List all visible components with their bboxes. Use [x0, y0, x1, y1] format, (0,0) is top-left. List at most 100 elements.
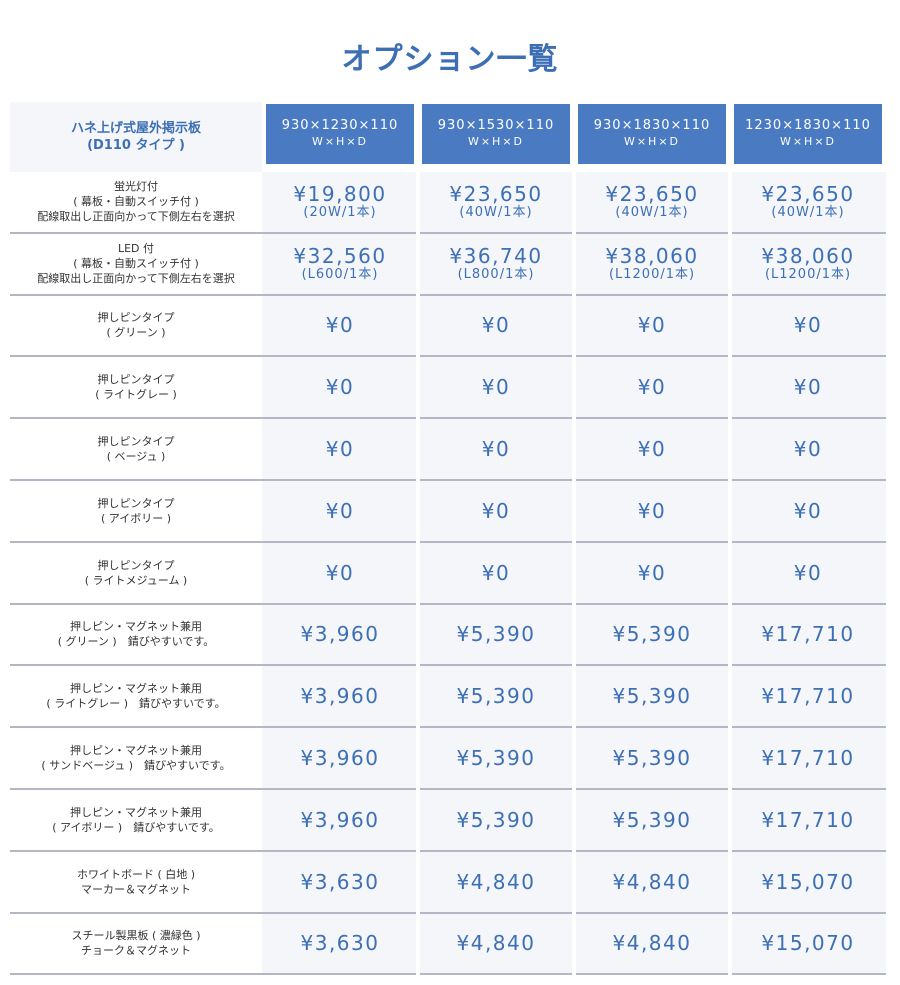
option-label-line: チョーク＆マグネット	[81, 944, 191, 958]
header-product-label: ハネ上げ式屋外掲示板 (D110 タイプ )	[10, 102, 262, 172]
price-cell: ¥3,960	[262, 604, 418, 667]
option-label: LED 付( 幕板・自動スイッチ付 ) 配線取出し正面向かって下側左右を選択	[10, 233, 262, 296]
price-cell: ¥4,840	[572, 913, 730, 976]
header-col-1: 930×1230×110 W×H×D	[262, 102, 418, 172]
option-label-line: ホワイトボード ( 白地 )	[76, 867, 196, 881]
header-dim-label: W×H×D	[623, 135, 681, 148]
price-cell: ¥0	[728, 295, 886, 358]
price-cell: ¥38,060 (L1200/1本)	[728, 233, 886, 296]
header-size: 930×1230×110	[281, 118, 399, 133]
price-value: ¥0	[481, 560, 511, 585]
price-cell: ¥5,390	[572, 728, 730, 790]
price-cell: ¥0	[262, 542, 418, 605]
price-cell: ¥0	[416, 480, 574, 543]
price-value: ¥0	[637, 375, 667, 400]
option-label: 押しピン・マグネット兼用( グリーン ) 錆びやすいです。	[10, 604, 262, 667]
price-note: (40W/1本)	[615, 204, 689, 220]
price-cell: ¥3,960	[262, 789, 418, 852]
price-cell: ¥4,840	[416, 851, 574, 914]
header-size: 1230×1830×110	[745, 118, 871, 133]
price-value: ¥0	[325, 375, 355, 400]
option-label-line: 押しピンタイプ	[97, 373, 175, 387]
option-label: スチール製黒板 ( 濃緑色 ) チョーク＆マグネット	[10, 913, 262, 976]
price-cell: ¥5,390	[572, 666, 730, 729]
price-cell: ¥0	[728, 480, 886, 543]
price-cell: ¥5,390	[416, 789, 574, 852]
price-value: ¥17,710	[761, 684, 855, 709]
option-label: 押しピン・マグネット兼用( サンドベージュ ) 錆びやすいです。	[10, 728, 262, 790]
header-dim-label: W×H×D	[467, 135, 525, 148]
option-label: ホワイトボード ( 白地 ) マーカー＆マグネット	[10, 851, 262, 914]
price-value: ¥0	[637, 498, 667, 523]
option-label-line: ( グリーン ) 錆びやすいです。	[57, 635, 215, 649]
option-label-line: 配線取出し正面向かって下側左右を選択	[37, 210, 235, 224]
option-label-line: ( 幕板・自動スイッチ付 )	[73, 195, 199, 209]
price-value: ¥0	[637, 560, 667, 585]
header-col-3: 930×1830×110 W×H×D	[574, 102, 730, 172]
price-cell: ¥0	[728, 542, 886, 605]
header-col-4: 1230×1830×110 W×H×D	[730, 102, 886, 172]
option-label: 押しピンタイプ( ベージュ )	[10, 419, 262, 481]
price-value: ¥5,390	[456, 746, 536, 771]
price-cell: ¥5,390	[416, 728, 574, 790]
price-cell: ¥38,060 (L1200/1本)	[572, 233, 730, 296]
price-value: ¥23,650	[761, 181, 855, 206]
price-value: ¥17,710	[761, 622, 855, 647]
price-value: ¥15,070	[761, 869, 855, 894]
price-cell: ¥5,390	[572, 789, 730, 852]
price-cell: ¥36,740 (L800/1本)	[416, 233, 574, 296]
option-label-line: ( ライトグレー ) 錆びやすいです。	[46, 697, 226, 711]
option-label-line: ( ライトグレー )	[95, 388, 177, 402]
price-value: ¥4,840	[456, 931, 536, 956]
option-label: 押しピンタイプ( グリーン )	[10, 295, 262, 358]
price-value: ¥3,960	[300, 807, 380, 832]
option-label-line: ( グリーン )	[106, 326, 166, 340]
price-value: ¥0	[325, 437, 355, 462]
option-label-line: ( ベージュ )	[106, 450, 166, 464]
price-cell: ¥32,560 (L600/1本)	[262, 233, 418, 296]
price-note: (L600/1本)	[301, 266, 379, 282]
price-value: ¥32,560	[293, 243, 387, 268]
option-label: 蛍光灯付( 幕板・自動スイッチ付 ) 配線取出し正面向かって下側左右を選択	[10, 172, 262, 234]
price-value: ¥0	[637, 437, 667, 462]
price-cell: ¥17,710	[728, 789, 886, 852]
option-label: 押しピン・マグネット兼用( アイボリー ) 錆びやすいです。	[10, 789, 262, 852]
price-value: ¥5,390	[612, 807, 692, 832]
price-value: ¥3,630	[300, 931, 380, 956]
header-label-line: (D110 タイプ )	[87, 138, 185, 153]
option-label: 押しピンタイプ( ライトグレー )	[10, 357, 262, 420]
option-label-line: スチール製黒板 ( 濃緑色 )	[71, 929, 201, 943]
price-cell: ¥0	[572, 295, 730, 358]
price-cell: ¥0	[572, 357, 730, 420]
price-value: ¥0	[325, 560, 355, 585]
price-cell: ¥23,650 (40W/1本)	[728, 172, 886, 234]
option-label-line: 押しピンタイプ	[97, 311, 175, 325]
option-label-line: ( 幕板・自動スイッチ付 )	[73, 257, 199, 271]
option-label-line: ( アイボリー )	[100, 511, 172, 525]
price-cell: ¥3,630	[262, 851, 418, 914]
option-label-line: マーカー＆マグネット	[81, 882, 191, 896]
option-label-line: 蛍光灯付	[114, 180, 158, 194]
price-note: (L1200/1本)	[764, 266, 852, 282]
price-note: (L1200/1本)	[608, 266, 696, 282]
price-value: ¥0	[481, 437, 511, 462]
price-cell: ¥23,650 (40W/1本)	[416, 172, 574, 234]
price-cell: ¥15,070	[728, 851, 886, 914]
option-label-line: 押しピン・マグネット兼用	[70, 805, 202, 819]
price-value: ¥17,710	[761, 746, 855, 771]
price-value: ¥38,060	[605, 243, 699, 268]
price-cell: ¥0	[728, 419, 886, 481]
option-label-line: 押しピンタイプ	[97, 496, 175, 510]
option-label-line: 押しピンタイプ	[97, 558, 175, 572]
price-cell: ¥3,630	[262, 913, 418, 976]
option-label: 押しピン・マグネット兼用( ライトグレー ) 錆びやすいです。	[10, 666, 262, 729]
price-value: ¥5,390	[456, 684, 536, 709]
option-label-line: ( アイボリー ) 錆びやすいです。	[52, 820, 220, 834]
price-cell: ¥0	[262, 295, 418, 358]
price-value: ¥15,070	[761, 931, 855, 956]
price-value: ¥0	[637, 313, 667, 338]
price-cell: ¥3,960	[262, 666, 418, 729]
price-cell: ¥0	[262, 419, 418, 481]
header-size: 930×1530×110	[437, 118, 555, 133]
price-value: ¥23,650	[449, 181, 543, 206]
